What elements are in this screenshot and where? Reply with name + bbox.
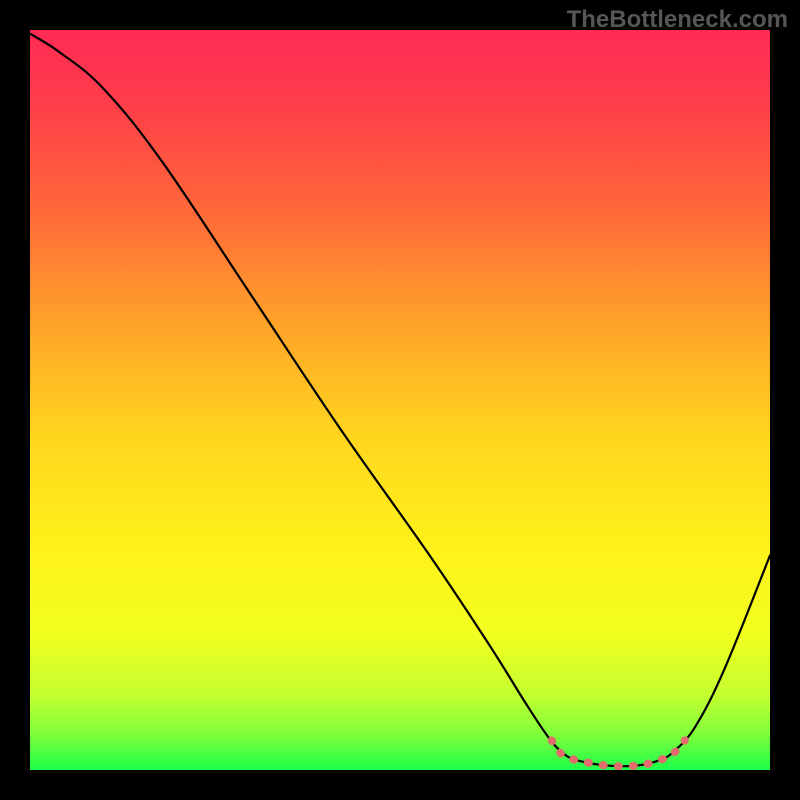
plot-area (30, 30, 770, 770)
optimal-range-band (552, 740, 685, 766)
curve-layer (30, 30, 770, 770)
watermark-text: TheBottleneck.com (567, 6, 788, 34)
bottleneck-curve (30, 34, 770, 767)
chart-container: TheBottleneck.com (0, 0, 800, 800)
